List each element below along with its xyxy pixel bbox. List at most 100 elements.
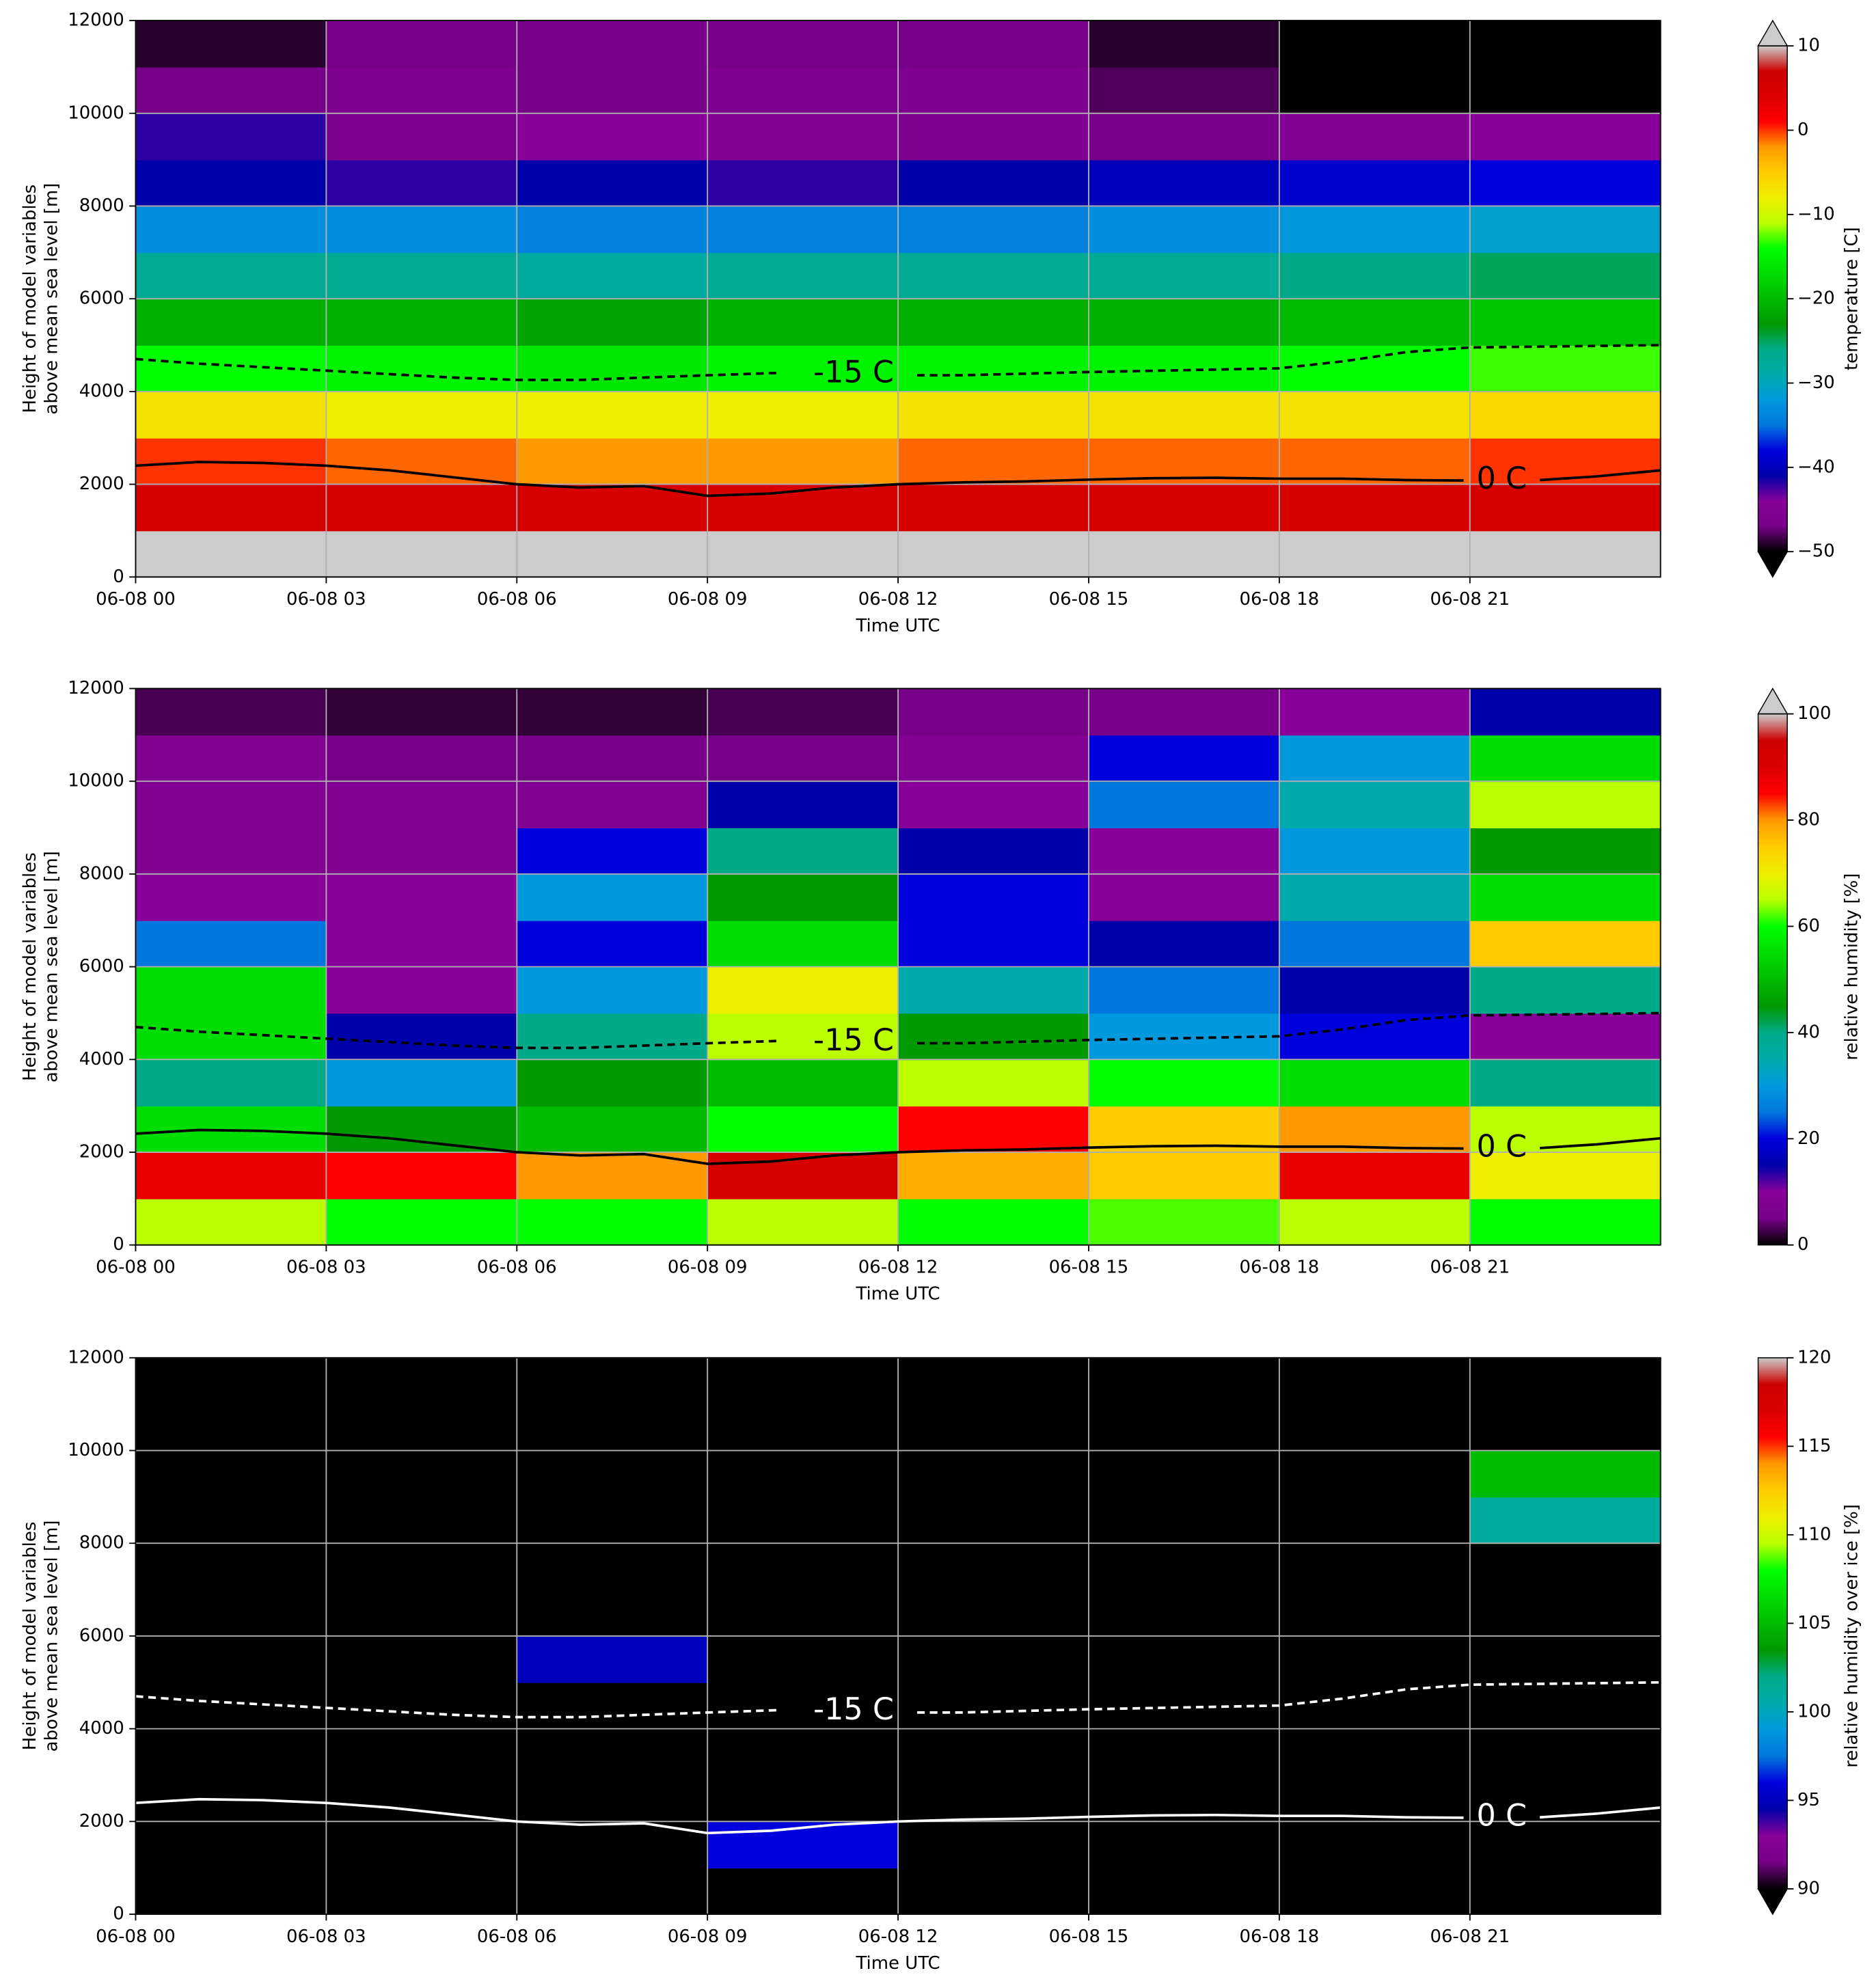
heatmap-cell bbox=[326, 1450, 518, 1498]
heatmap-cell bbox=[707, 735, 899, 782]
heatmap-cell bbox=[135, 1728, 327, 1776]
heatmap-cell bbox=[517, 159, 709, 207]
heatmap-cell bbox=[517, 1357, 709, 1405]
heatmap-cell bbox=[707, 1590, 899, 1637]
heatmap-cell bbox=[1469, 252, 1661, 300]
heatmap-cell bbox=[135, 299, 327, 346]
heatmap-cell bbox=[707, 1106, 899, 1153]
heatmap-cell bbox=[1279, 252, 1471, 300]
x-tick-label: 06-08 00 bbox=[96, 589, 176, 610]
colorbar-tick-label: 0 bbox=[1797, 120, 1809, 140]
x-tick-label: 06-08 03 bbox=[286, 1926, 366, 1947]
heatmap-cell bbox=[707, 920, 899, 968]
heatmap-cell bbox=[1469, 1013, 1661, 1061]
heatmap-cell bbox=[1279, 391, 1471, 439]
heatmap-cell bbox=[326, 206, 518, 254]
heatmap-cell bbox=[1279, 1152, 1471, 1199]
colorbar bbox=[1758, 1357, 1788, 1889]
heatmap-cell bbox=[1469, 1868, 1661, 1915]
heatmap-cell bbox=[1279, 920, 1471, 968]
heatmap-cell bbox=[517, 1868, 709, 1915]
heatmap-cell bbox=[898, 1821, 1089, 1869]
y-tick-label: 10000 bbox=[68, 1440, 124, 1460]
heatmap-cell bbox=[1088, 159, 1280, 207]
heatmap-cell bbox=[517, 1013, 709, 1061]
heatmap-cell bbox=[707, 1152, 899, 1199]
heatmap-cell bbox=[1279, 1543, 1471, 1590]
heatmap-cell bbox=[326, 1590, 518, 1637]
heatmap-cell bbox=[707, 345, 899, 392]
heatmap-cell bbox=[1088, 688, 1280, 736]
heatmap-cell bbox=[898, 966, 1089, 1014]
heatmap-cell bbox=[1279, 1590, 1471, 1637]
heatmap-cell bbox=[1279, 437, 1471, 485]
heatmap-cell bbox=[517, 66, 709, 114]
y-tick-label: 10000 bbox=[68, 103, 124, 123]
heatmap-cell bbox=[326, 1404, 518, 1452]
heatmap-cell bbox=[135, 1543, 327, 1590]
heatmap-cell bbox=[1279, 21, 1471, 68]
heatmap-cell bbox=[1088, 1635, 1280, 1683]
heatmap-cell bbox=[707, 1450, 899, 1498]
colorbar-tick-label: 60 bbox=[1797, 916, 1820, 936]
heatmap-cell bbox=[1469, 484, 1661, 532]
y-tick-label: 0 bbox=[113, 1904, 124, 1924]
heatmap-cell bbox=[1088, 735, 1280, 782]
heatmap-cell bbox=[898, 1728, 1089, 1776]
heatmap-cell bbox=[1469, 1152, 1661, 1199]
heatmap-cell bbox=[326, 1497, 518, 1544]
heatmap-cell bbox=[326, 1775, 518, 1823]
heatmap-cell bbox=[1469, 113, 1661, 161]
heatmap-cell bbox=[1469, 688, 1661, 736]
heatmap-cell bbox=[1088, 299, 1280, 346]
heatmap-cell bbox=[517, 391, 709, 439]
heatmap-cell bbox=[517, 1543, 709, 1590]
heatmap-cell bbox=[1088, 781, 1280, 828]
heatmap-cell bbox=[1279, 1198, 1471, 1246]
heatmap-cell bbox=[135, 1450, 327, 1498]
heatmap-cell bbox=[898, 299, 1089, 346]
heatmap-cell bbox=[898, 391, 1089, 439]
heatmap-cell bbox=[1088, 1450, 1280, 1498]
heatmap-cell bbox=[135, 391, 327, 439]
colorbar-extend bbox=[1757, 19, 1789, 46]
colorbar-tick-label: 105 bbox=[1797, 1613, 1832, 1633]
heatmap-cell bbox=[1469, 206, 1661, 254]
heatmap-cell bbox=[1279, 735, 1471, 782]
heatmap-cell bbox=[898, 1868, 1089, 1915]
x-tick-label: 06-08 15 bbox=[1049, 589, 1129, 610]
heatmap-cell bbox=[326, 345, 518, 392]
heatmap-cell bbox=[517, 530, 709, 578]
heatmap-cell bbox=[1279, 966, 1471, 1014]
y-tick-label: 0 bbox=[113, 567, 124, 587]
heatmap-cell bbox=[1088, 391, 1280, 439]
heatmap-cell bbox=[517, 966, 709, 1014]
heatmap-cell bbox=[707, 781, 899, 828]
heatmap-cell bbox=[326, 1821, 518, 1869]
heatmap-cell bbox=[135, 345, 327, 392]
heatmap-cell bbox=[1279, 113, 1471, 161]
x-tick-label: 06-08 00 bbox=[96, 1257, 176, 1278]
heatmap-cell bbox=[326, 1543, 518, 1590]
heatmap-cell bbox=[1279, 66, 1471, 114]
contour-label: -15 C bbox=[813, 1023, 894, 1058]
heatmap-cell bbox=[1469, 1106, 1661, 1153]
contour-label: 0 C bbox=[1477, 1129, 1527, 1164]
heatmap-cell bbox=[135, 873, 327, 921]
heatmap-cell bbox=[898, 1682, 1089, 1730]
y-tick-label: 4000 bbox=[79, 381, 124, 401]
heatmap-cell bbox=[326, 21, 518, 68]
heatmap-cell bbox=[1469, 1357, 1661, 1405]
heatmap-cell bbox=[135, 1497, 327, 1544]
heatmap-cell bbox=[1088, 828, 1280, 875]
heatmap-cell bbox=[326, 1728, 518, 1776]
heatmap-cell bbox=[707, 437, 899, 485]
heatmap-cell bbox=[707, 206, 899, 254]
heatmap-cell bbox=[1279, 530, 1471, 578]
heatmap-cell bbox=[517, 920, 709, 968]
heatmap-cell bbox=[1088, 484, 1280, 532]
colorbar-tick-label: 100 bbox=[1797, 703, 1832, 724]
x-tick-label: 06-08 15 bbox=[1049, 1257, 1129, 1278]
heatmap-cell bbox=[517, 735, 709, 782]
heatmap-cell bbox=[898, 1357, 1089, 1405]
